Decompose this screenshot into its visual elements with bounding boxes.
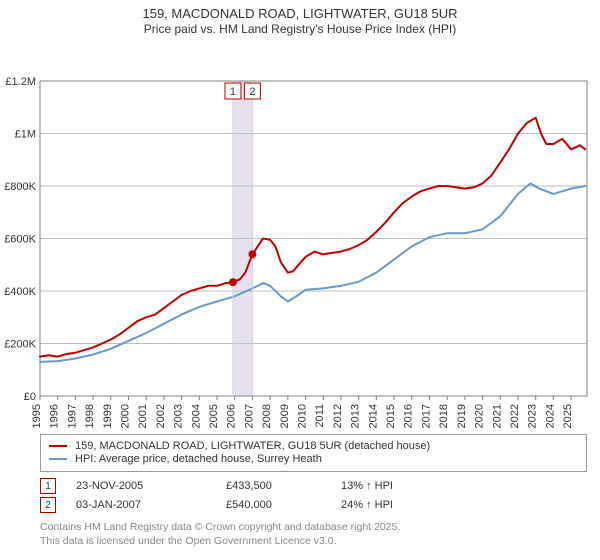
chart-container: £0 £200K £400K £600K £800K £1M £1.2M 1995 1996 19… bbox=[0, 37, 600, 432]
event-marker bbox=[229, 278, 237, 286]
x-axis-label: 2007 bbox=[243, 404, 255, 428]
x-axis-label: 2004 bbox=[190, 404, 202, 428]
x-axis-label: 2018 bbox=[438, 404, 450, 428]
x-axis-label: 2002 bbox=[155, 404, 167, 428]
x-axis-label: 1997 bbox=[66, 404, 78, 428]
series-hpi bbox=[40, 184, 585, 363]
legend-item: HPI: Average price, detached house, Surr… bbox=[49, 453, 578, 465]
legend-swatch bbox=[49, 445, 67, 447]
x-axis-label: 2021 bbox=[491, 404, 503, 428]
chart-title-address: 159, MACDONALD ROAD, LIGHTWATER, GU18 5U… bbox=[0, 6, 600, 22]
y-axis-label: £200K bbox=[4, 339, 36, 351]
x-axis-label: 1999 bbox=[102, 404, 114, 428]
legend-item: 159, MACDONALD ROAD, LIGHTWATER, GU18 5U… bbox=[49, 440, 578, 452]
footer-line-2: This data is licensed under the Open Gov… bbox=[40, 535, 587, 549]
x-axis-label: 2012 bbox=[332, 404, 344, 428]
legend-swatch bbox=[49, 458, 67, 460]
x-axis-label: 1998 bbox=[84, 404, 96, 428]
legend-label: 159, MACDONALD ROAD, LIGHTWATER, GU18 5U… bbox=[75, 440, 430, 452]
event-pct: 13% ↑ HPI bbox=[341, 480, 461, 492]
x-axis-label: 2014 bbox=[367, 404, 379, 428]
x-axis-label: 2010 bbox=[297, 404, 309, 428]
x-axis-label: 2005 bbox=[208, 404, 220, 428]
x-axis-label: 2022 bbox=[509, 404, 521, 428]
event-number-box: 2 bbox=[40, 497, 56, 513]
chart-titles: 159, MACDONALD ROAD, LIGHTWATER, GU18 5U… bbox=[0, 0, 600, 37]
x-axis-label: 2016 bbox=[403, 404, 415, 428]
chart-title-subtitle: Price paid vs. HM Land Registry's House … bbox=[0, 22, 600, 37]
event-price: £540,000 bbox=[226, 499, 341, 511]
x-axis-label: 2024 bbox=[544, 404, 556, 428]
event-number-label: 2 bbox=[249, 86, 255, 98]
events-table: 1 23-NOV-2005£433,50013% ↑ HPI 2 03-JAN-200… bbox=[40, 478, 587, 513]
y-axis-label: £600K bbox=[4, 234, 36, 246]
y-axis-label: £1.2M bbox=[5, 76, 36, 88]
footer-line-1: Contains HM Land Registry data © Crown c… bbox=[40, 521, 587, 535]
legend-box: 159, MACDONALD ROAD, LIGHTWATER, GU18 5U… bbox=[40, 434, 587, 472]
legend-label: HPI: Average price, detached house, Surr… bbox=[75, 453, 322, 465]
x-axis-label: 2020 bbox=[474, 404, 486, 428]
x-axis-label: 2008 bbox=[261, 404, 273, 428]
x-axis-label: 1995 bbox=[31, 404, 43, 428]
event-marker bbox=[248, 251, 256, 259]
x-axis-label: 2000 bbox=[120, 404, 132, 428]
event-number-label: 1 bbox=[230, 86, 236, 98]
chart-svg: £0 £200K £400K £600K £800K £1M £1.2M 1995 1996 19… bbox=[0, 37, 600, 432]
x-axis-label: 1996 bbox=[49, 404, 61, 428]
attribution-footer: Contains HM Land Registry data © Crown c… bbox=[40, 521, 587, 548]
event-date: 03-JAN-2007 bbox=[76, 499, 226, 511]
x-axis-label: 2001 bbox=[137, 404, 149, 428]
x-axis-label: 2019 bbox=[456, 404, 468, 428]
y-axis-label: £1M bbox=[15, 129, 36, 141]
x-axis-label: 2011 bbox=[314, 404, 326, 428]
x-axis-label: 2006 bbox=[226, 404, 238, 428]
y-axis-label: £0 bbox=[24, 391, 36, 403]
x-axis-label: 2025 bbox=[562, 404, 574, 428]
legend-and-footer: 159, MACDONALD ROAD, LIGHTWATER, GU18 5U… bbox=[40, 434, 587, 548]
event-price: £433,500 bbox=[226, 480, 341, 492]
x-axis-label: 2013 bbox=[350, 404, 362, 428]
x-axis-label: 2009 bbox=[279, 404, 291, 428]
event-number-box: 1 bbox=[40, 478, 56, 494]
event-pct: 24% ↑ HPI bbox=[341, 499, 461, 511]
series-price-paid bbox=[40, 118, 585, 357]
y-axis-label: £400K bbox=[4, 286, 36, 298]
x-axis-label: 2023 bbox=[527, 404, 539, 428]
x-axis-label: 2003 bbox=[173, 404, 185, 428]
event-date: 23-NOV-2005 bbox=[76, 480, 226, 492]
event-table-row: 2 03-JAN-2007£540,00024% ↑ HPI bbox=[40, 497, 587, 513]
event-table-row: 1 23-NOV-2005£433,50013% ↑ HPI bbox=[40, 478, 587, 494]
x-axis-label: 2015 bbox=[385, 404, 397, 428]
y-axis-label: £800K bbox=[4, 181, 36, 193]
x-axis-label: 2017 bbox=[420, 404, 432, 428]
